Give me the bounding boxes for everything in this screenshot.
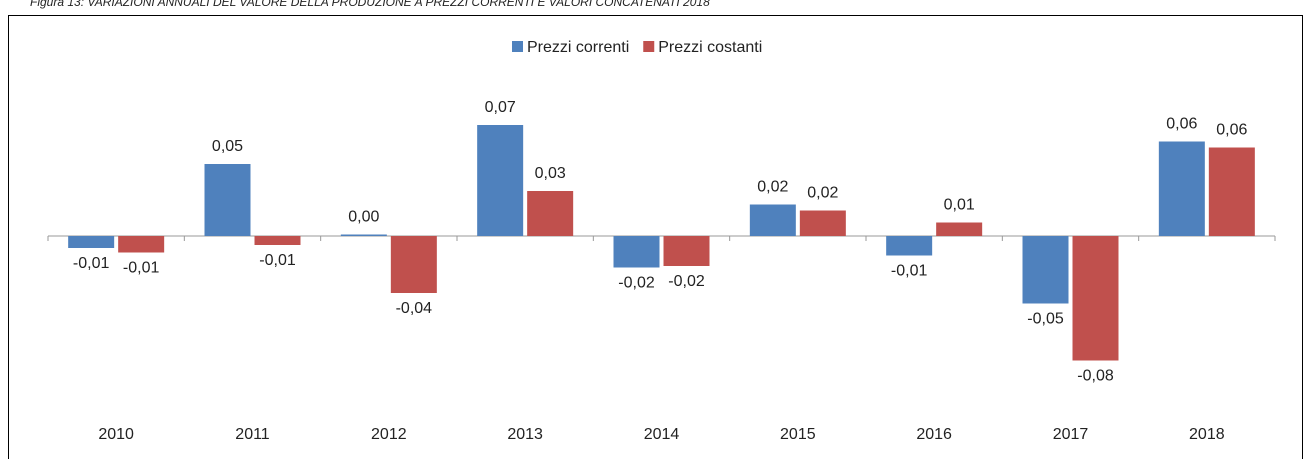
bar: [1208, 147, 1255, 236]
x-tick-label: 2015: [780, 426, 816, 443]
x-tick-label: 2011: [235, 426, 270, 443]
data-label: 0,07: [485, 99, 516, 116]
data-label: -0,02: [668, 273, 705, 290]
data-label: -0,04: [396, 300, 433, 317]
x-tick-label: 2012: [371, 426, 407, 443]
data-label: 0,02: [757, 179, 788, 196]
data-label: 0,06: [1216, 122, 1247, 139]
data-label: -0,01: [259, 252, 296, 269]
bar: [663, 236, 710, 266]
bar: [254, 236, 301, 245]
legend-label: Prezzi costanti: [658, 39, 762, 56]
legend-swatch: [512, 41, 523, 52]
x-tick-label: 2017: [1053, 426, 1089, 443]
bar: [613, 236, 660, 268]
data-label: -0,02: [618, 275, 655, 292]
bar: [1158, 141, 1205, 236]
data-label: -0,01: [891, 263, 928, 280]
x-tick-label: 2014: [644, 426, 680, 443]
data-label: -0,01: [73, 255, 110, 272]
data-label: -0,01: [123, 260, 160, 277]
chart-frame: [8, 15, 1303, 459]
bar: [118, 236, 165, 253]
x-tick-label: 2016: [916, 426, 952, 443]
bar: [390, 236, 437, 293]
bar: [799, 210, 846, 236]
bar: [477, 125, 524, 236]
bar: [204, 164, 251, 236]
bar: [1022, 236, 1069, 304]
bar: [68, 236, 115, 248]
data-label: 0,02: [807, 185, 838, 202]
data-label: 0,03: [535, 165, 566, 182]
bar: [1072, 236, 1119, 361]
data-label: 0,06: [1166, 116, 1197, 133]
bar: [340, 234, 387, 236]
x-tick-label: 2010: [98, 426, 134, 443]
x-tick-label: 2018: [1189, 426, 1225, 443]
x-tick-label: 2013: [507, 426, 543, 443]
data-label: 0,00: [348, 209, 379, 226]
legend-swatch: [643, 41, 655, 52]
bar: [886, 236, 933, 256]
chart-title: Figura 13: VARIAZIONI ANNUALI DEL VALORE…: [30, 0, 710, 9]
data-label: -0,05: [1027, 311, 1064, 328]
data-label: 0,05: [212, 138, 243, 155]
data-label: 0,01: [944, 197, 975, 214]
bar: [749, 204, 796, 236]
bar: [527, 191, 574, 236]
bar: [936, 222, 983, 236]
legend-label: Prezzi correnti: [527, 39, 629, 56]
data-label: -0,08: [1077, 368, 1114, 385]
